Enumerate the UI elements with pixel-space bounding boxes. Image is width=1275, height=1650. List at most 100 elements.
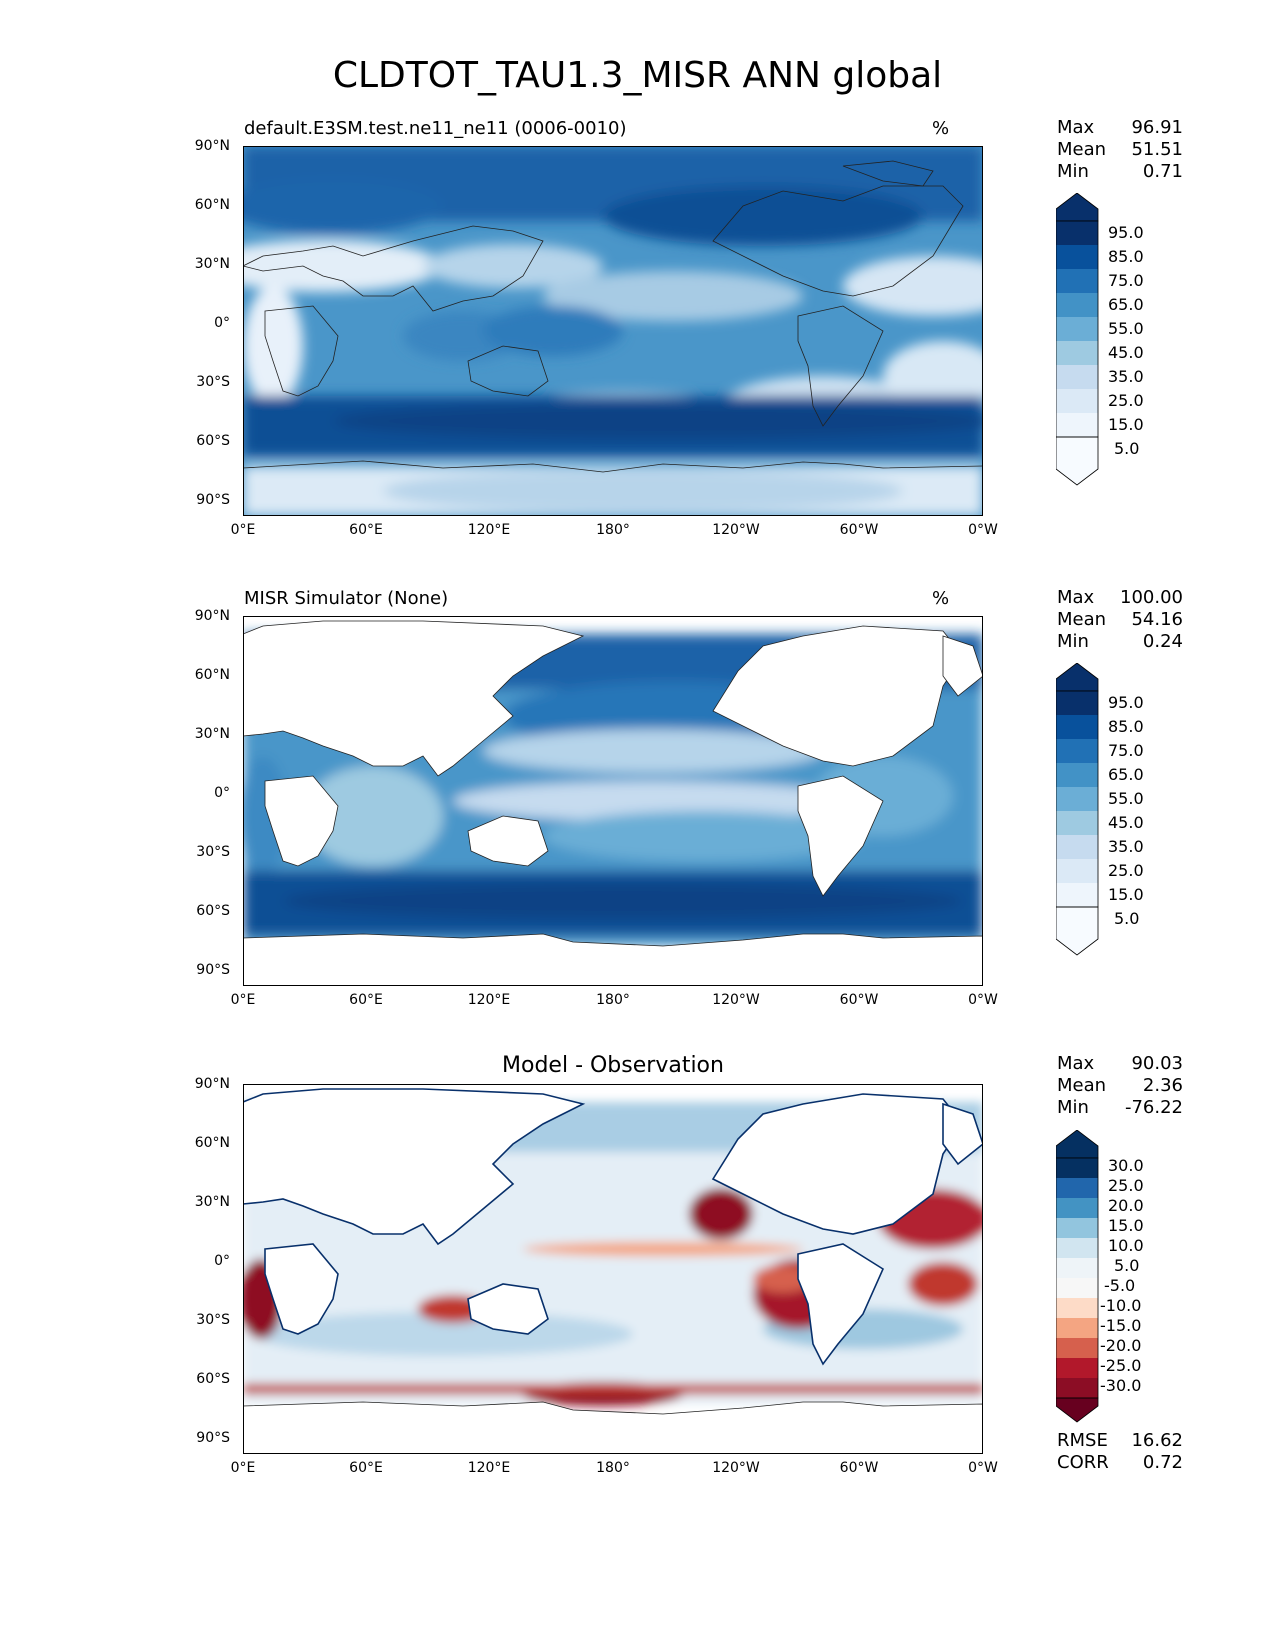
p3-cb-label-15: 15.0	[1108, 1216, 1144, 1235]
p3-ytick-60N: 60°N	[194, 1135, 230, 1151]
corr-label: CORR	[1057, 1452, 1109, 1473]
p1-ytick-60N: 60°N	[194, 197, 230, 213]
p2-xtick-120W: 120°W	[712, 992, 760, 1008]
corr-value: 0.72	[1142, 1452, 1183, 1473]
p3-cb-label-10: 10.0	[1108, 1236, 1144, 1255]
figure-title: CLDTOT_TAU1.3_MISR ANN global	[332, 55, 943, 96]
p1-cb-label-35: 35.0	[1108, 367, 1144, 386]
p1-ytick-90S: 90°S	[196, 492, 230, 508]
p3-xtick-60W: 60°W	[839, 1460, 879, 1476]
p1-xtick-120W: 120°W	[712, 522, 760, 538]
panel1-map	[243, 146, 983, 516]
p2-stat-mean-value: 54.16	[1131, 609, 1183, 630]
panel3-metrics: RMSE 16.62 CORR 0.72	[1057, 1430, 1183, 1474]
p2-cb-label-35: 35.0	[1108, 837, 1144, 856]
p2-cb-label-5: 5.0	[1114, 909, 1140, 928]
p1-stat-mean-label: Mean	[1057, 139, 1107, 160]
p1-xtick-60W: 60°W	[839, 522, 879, 538]
p3-stat-max-label: Max	[1057, 1053, 1095, 1074]
p2-stat-mean-label: Mean	[1057, 609, 1107, 630]
p1-xtick-0E: 0°E	[230, 522, 256, 538]
p3-xtick-180: 180°	[596, 1460, 630, 1476]
p2-stat-min-label: Min	[1057, 631, 1089, 652]
rmse-label: RMSE	[1057, 1430, 1108, 1451]
p2-xtick-0W: 0°W	[968, 992, 998, 1008]
p3-ytick-30N: 30°N	[194, 1194, 230, 1210]
p3-xtick-120W: 120°W	[712, 1460, 760, 1476]
rmse-value: 16.62	[1131, 1430, 1183, 1451]
p3-stat-mean-value: 2.36	[1142, 1075, 1183, 1096]
panel1-title: default.E3SM.test.ne11_ne11 (0006-0010)	[244, 118, 627, 139]
p2-ytick-90N: 90°N	[194, 608, 230, 624]
p2-stat-max-value: 100.00	[1120, 587, 1183, 608]
p2-ytick-30S: 30°S	[196, 844, 230, 860]
p2-ytick-30N: 30°N	[194, 726, 230, 742]
p3-stat-min-label: Min	[1057, 1097, 1089, 1118]
p2-stat-min-value: 0.24	[1142, 631, 1183, 652]
p3-cb-label-neg5: -5.0	[1104, 1276, 1136, 1295]
p1-cb-label-75: 75.0	[1108, 271, 1144, 290]
p1-stat-mean-value: 51.51	[1131, 139, 1183, 160]
p1-xtick-120E: 120°E	[467, 522, 511, 538]
p1-ytick-30S: 30°S	[196, 374, 230, 390]
p1-cb-label-5: 5.0	[1114, 439, 1140, 458]
p2-cb-label-45: 45.0	[1108, 813, 1144, 832]
panel1-colorbar	[1055, 192, 1100, 493]
p3-xtick-0W: 0°W	[968, 1460, 998, 1476]
panel2-colorbar	[1055, 662, 1100, 963]
panel1-stats: Max 96.91 Mean 51.51 Min 0.71	[1057, 117, 1183, 183]
p2-ytick-60N: 60°N	[194, 667, 230, 683]
p2-cb-label-95: 95.0	[1108, 693, 1144, 712]
p1-cb-label-85: 85.0	[1108, 247, 1144, 266]
p2-cb-label-75: 75.0	[1108, 741, 1144, 760]
p1-xtick-180: 180°	[596, 522, 630, 538]
p1-ytick-0: 0°	[214, 315, 230, 331]
p3-xtick-0E: 0°E	[230, 1460, 256, 1476]
p2-stat-max-label: Max	[1057, 587, 1095, 608]
panel1-units: %	[932, 118, 950, 139]
panel2-stats: Max 100.00 Mean 54.16 Min 0.24	[1057, 587, 1183, 653]
p3-ytick-90S: 90°S	[196, 1430, 230, 1446]
p1-cb-label-25: 25.0	[1108, 391, 1144, 410]
p2-xtick-60E: 60°E	[349, 992, 383, 1008]
p2-ytick-90S: 90°S	[196, 962, 230, 978]
p2-cb-label-25: 25.0	[1108, 861, 1144, 880]
p1-ytick-90N: 90°N	[194, 138, 230, 154]
p3-cb-label-neg30: -30.0	[1100, 1376, 1142, 1395]
p3-stat-min-value: -76.22	[1124, 1097, 1183, 1118]
p3-ytick-60S: 60°S	[196, 1371, 230, 1387]
p1-stat-max-value: 96.91	[1131, 117, 1183, 138]
p2-ytick-0: 0°	[214, 785, 230, 801]
p3-cb-label-neg10: -10.0	[1100, 1296, 1142, 1315]
p3-stat-mean-label: Mean	[1057, 1075, 1107, 1096]
p1-cb-label-55: 55.0	[1108, 319, 1144, 338]
p2-xtick-0E: 0°E	[230, 992, 256, 1008]
p2-cb-label-55: 55.0	[1108, 789, 1144, 808]
p3-cb-label-neg25: -25.0	[1100, 1356, 1142, 1375]
p1-stat-min-label: Min	[1057, 161, 1089, 182]
p1-cb-label-15: 15.0	[1108, 415, 1144, 434]
p2-xtick-60W: 60°W	[839, 992, 879, 1008]
p3-xtick-60E: 60°E	[349, 1460, 383, 1476]
p1-cb-label-45: 45.0	[1108, 343, 1144, 362]
p3-cb-label-neg15: -15.0	[1100, 1316, 1142, 1335]
p3-ytick-90N: 90°N	[194, 1076, 230, 1092]
p1-stat-min-value: 0.71	[1142, 161, 1183, 182]
p1-xtick-0W: 0°W	[968, 522, 998, 538]
p2-ytick-60S: 60°S	[196, 903, 230, 919]
panel2-map	[243, 616, 983, 986]
p3-xtick-120E: 120°E	[467, 1460, 511, 1476]
panel3-stats: Max 90.03 Mean 2.36 Min -76.22	[1057, 1053, 1183, 1119]
p3-cb-label-25: 25.0	[1108, 1176, 1144, 1195]
p2-xtick-180: 180°	[596, 992, 630, 1008]
p2-cb-label-65: 65.0	[1108, 765, 1144, 784]
p3-ytick-0: 0°	[214, 1253, 230, 1269]
panel3-map	[243, 1084, 983, 1454]
p1-stat-max-label: Max	[1057, 117, 1095, 138]
p3-cb-label-20: 20.0	[1108, 1196, 1144, 1215]
p1-cb-label-95: 95.0	[1108, 223, 1144, 242]
panel2-title: MISR Simulator (None)	[244, 588, 449, 609]
p2-xtick-120E: 120°E	[467, 992, 511, 1008]
p2-cb-label-85: 85.0	[1108, 717, 1144, 736]
p3-cb-label-30: 30.0	[1108, 1156, 1144, 1175]
